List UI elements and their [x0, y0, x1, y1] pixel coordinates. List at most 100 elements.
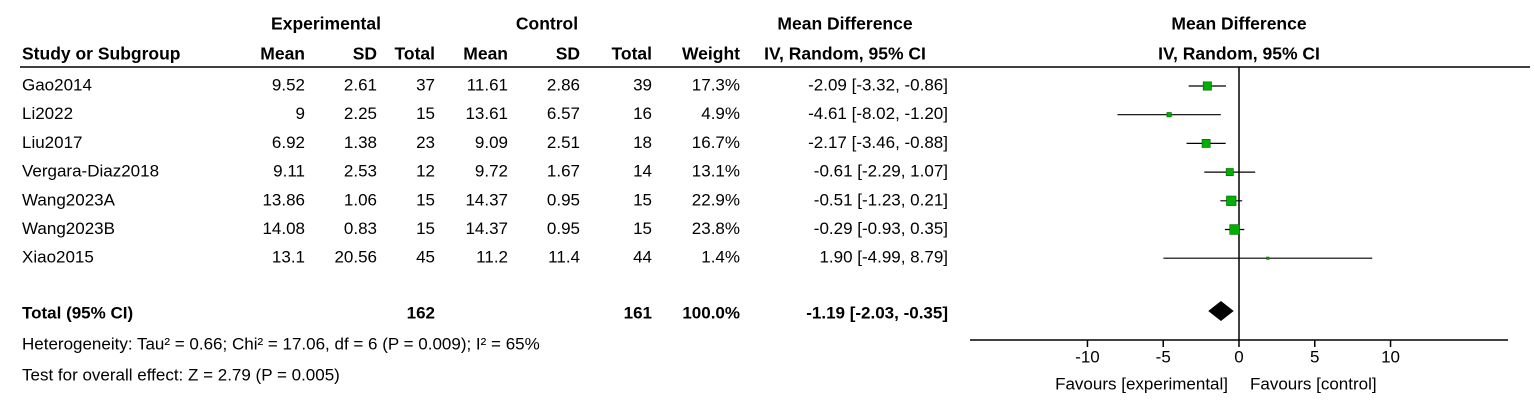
cell: 0.95: [547, 219, 580, 238]
total-cell: 100.0%: [682, 303, 740, 322]
cell: 15: [416, 219, 435, 238]
cell: 14.08: [262, 219, 305, 238]
cell: 13.1: [272, 248, 305, 267]
cell: 2.53: [344, 162, 377, 181]
effect-square: [1202, 81, 1212, 91]
column-header: Mean: [260, 44, 305, 64]
cell: 12: [416, 162, 435, 181]
effect-square: [1266, 256, 1270, 260]
cell: 15: [416, 190, 435, 209]
cell: 15: [633, 219, 652, 238]
study-name: Vergara-Diaz2018: [22, 162, 159, 181]
x-tick-label: 5: [1310, 347, 1319, 366]
cell: 1.90 [-4.99, 8.79]: [819, 248, 948, 267]
cell: 13.61: [465, 104, 508, 123]
cell: 20.56: [334, 248, 377, 267]
total-cell: 161: [624, 303, 652, 322]
cell: 39: [633, 75, 652, 94]
effect-square: [1225, 168, 1234, 177]
column-header: SD: [556, 44, 580, 64]
study-name: Gao2014: [22, 75, 92, 94]
x-tick-label: 10: [1381, 347, 1400, 366]
cell: 13.1%: [692, 162, 740, 181]
x-tick-label: -10: [1075, 347, 1100, 366]
study-name: Li2022: [22, 104, 73, 123]
cell: 22.9%: [692, 190, 740, 209]
cell: 17.3%: [692, 75, 740, 94]
total-cell: 162: [407, 303, 435, 322]
effect-square: [1201, 139, 1211, 148]
cell: 9.72: [475, 162, 508, 181]
cell: 2.25: [344, 104, 377, 123]
cell: -0.61 [-2.29, 1.07]: [814, 162, 948, 181]
cell: 9.09: [475, 133, 508, 152]
cell: 2.61: [344, 75, 377, 94]
cell: 11.2: [476, 248, 508, 267]
column-header: Weight: [682, 44, 740, 64]
plot-header: Mean Difference: [1171, 14, 1306, 34]
cell: 0.95: [547, 190, 580, 209]
pooled-diamond: [1208, 301, 1234, 321]
x-tick-label: 0: [1234, 347, 1243, 366]
column-header: Mean Difference: [777, 14, 912, 34]
total-name: Total (95% CI): [22, 303, 133, 322]
cell: -2.09 [-3.32, -0.86]: [808, 75, 948, 94]
favours-right: Favours [control]: [1250, 374, 1377, 393]
column-header: Total: [394, 44, 435, 64]
cell: -4.61 [-8.02, -1.20]: [808, 104, 948, 123]
cell: 16.7%: [692, 133, 740, 152]
cell: 2.86: [547, 75, 580, 94]
cell: 13.86: [262, 190, 305, 209]
effect-square: [1229, 224, 1240, 235]
cell: 16: [633, 104, 652, 123]
cell: 18: [633, 133, 652, 152]
cell: 9: [296, 104, 305, 123]
cell: 45: [416, 248, 435, 267]
favours-left: Favours [experimental]: [1055, 374, 1228, 393]
column-header: Total: [611, 44, 652, 64]
cell: 1.67: [547, 162, 580, 181]
x-tick-label: -5: [1156, 347, 1171, 366]
heterogeneity: Heterogeneity: Tau² = 0.66; Chi² = 17.06…: [22, 334, 540, 353]
cell: 6.57: [547, 104, 580, 123]
cell: 6.92: [272, 133, 305, 152]
effect-square: [1226, 195, 1237, 206]
cell: 14.37: [465, 219, 508, 238]
cell: -0.29 [-0.93, 0.35]: [814, 219, 948, 238]
column-header: Mean: [463, 44, 508, 64]
cell: 1.38: [344, 133, 377, 152]
cell: 9.52: [272, 75, 305, 94]
group-header: Control: [516, 14, 578, 34]
cell: 11.4: [548, 248, 580, 267]
cell: 11.61: [467, 75, 508, 94]
cell: 4.9%: [701, 104, 740, 123]
cell: 1.4%: [701, 248, 740, 267]
cell: 23.8%: [692, 219, 740, 238]
cell: 37: [416, 75, 435, 94]
column-header: SD: [353, 44, 377, 64]
cell: 15: [416, 104, 435, 123]
study-name: Liu2017: [22, 133, 83, 152]
plot-header: IV, Random, 95% CI: [1158, 44, 1320, 64]
study-name: Xiao2015: [22, 248, 94, 267]
cell: 44: [633, 248, 652, 267]
cell: 0.83: [344, 219, 377, 238]
cell: 14.37: [465, 190, 508, 209]
total-cell: -1.19 [-2.03, -0.35]: [806, 303, 948, 322]
study-name: Wang2023A: [22, 190, 116, 209]
cell: 14: [633, 162, 652, 181]
overall-effect: Test for overall effect: Z = 2.79 (P = 0…: [22, 365, 340, 384]
cell: 23: [416, 133, 435, 152]
cell: 15: [633, 190, 652, 209]
cell: -0.51 [-1.23, 0.21]: [814, 190, 948, 209]
cell: 9.11: [273, 162, 305, 181]
cell: 2.51: [547, 133, 580, 152]
effect-square: [1166, 112, 1172, 118]
group-header: Experimental: [271, 14, 381, 34]
cell: -2.17 [-3.46, -0.88]: [808, 133, 948, 152]
column-header: Study or Subgroup: [22, 44, 180, 64]
cell: 1.06: [344, 190, 377, 209]
study-name: Wang2023B: [22, 219, 115, 238]
